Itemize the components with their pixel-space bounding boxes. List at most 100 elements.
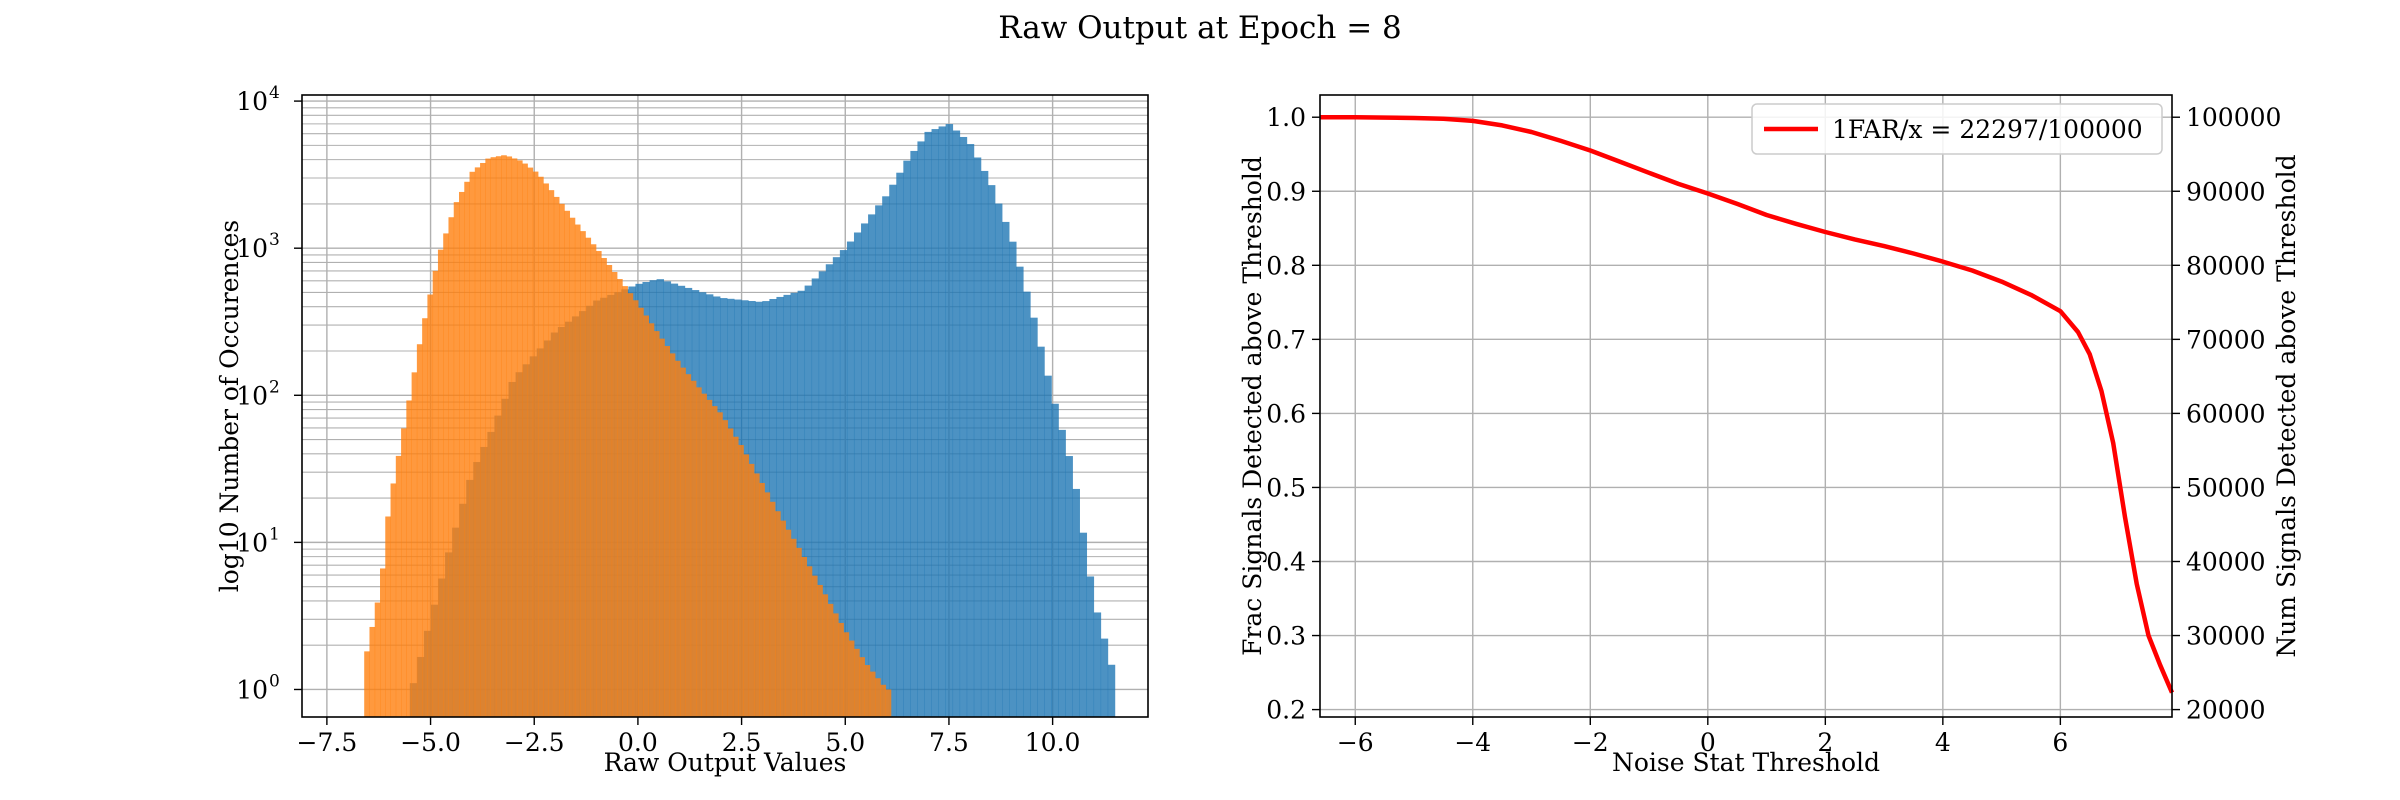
histogram-bar <box>822 594 829 717</box>
histogram-bar <box>864 665 871 717</box>
histogram-bar <box>910 150 918 717</box>
histogram-bar <box>776 296 784 717</box>
histogram-bar <box>868 214 876 717</box>
y-tick-label: 1.0 <box>1266 103 1306 132</box>
y-tick-label: 10 <box>236 675 268 704</box>
histogram-bar <box>717 412 723 717</box>
histogram-bar <box>632 300 639 717</box>
histogram-bar <box>994 203 1003 717</box>
histogram-bar <box>622 286 628 717</box>
histogram-bar <box>817 584 823 717</box>
histogram-bar <box>474 167 481 717</box>
histogram-bar <box>532 171 539 718</box>
histogram-bar <box>875 205 883 717</box>
histogram-bar <box>838 622 844 717</box>
x-tick-label: −4 <box>1454 728 1491 757</box>
detection-plot-frame <box>1319 94 2173 718</box>
x-tick-label: −6 <box>1337 728 1374 757</box>
x-tick-label: 7.5 <box>929 728 969 757</box>
histogram-bar <box>1058 429 1066 717</box>
detection-x-ticks: −6 −4 −2 0 2 4 6 <box>1337 717 2068 757</box>
histogram-bar <box>469 171 476 718</box>
histogram-bar <box>804 285 813 717</box>
histogram-bar <box>869 671 876 717</box>
histogram-bar <box>364 651 370 717</box>
histogram-bar <box>875 678 881 717</box>
histogram-bar <box>585 237 592 718</box>
x-tick-label: −2.5 <box>504 728 565 757</box>
histogram-bar <box>443 233 449 718</box>
histogram-x-axis-label: Raw Output Values <box>604 748 847 777</box>
detection-y-axis-label-right: Num Signals Detected above Threshold <box>2272 154 2301 657</box>
histogram-bar <box>453 202 460 717</box>
histogram-bar <box>559 203 565 717</box>
histogram-bar <box>780 520 786 717</box>
histogram-bar <box>522 163 528 718</box>
histogram-bar <box>775 511 781 717</box>
histogram-bar <box>938 126 947 718</box>
histogram-bar <box>1016 266 1024 717</box>
histogram-bar <box>590 244 597 717</box>
histogram-bar <box>516 160 523 717</box>
histogram-bar <box>648 323 655 717</box>
histogram-bar <box>627 293 634 717</box>
x-tick-label: 10.0 <box>1025 728 1081 757</box>
histogram-bar <box>861 223 869 717</box>
histogram-bar <box>732 436 739 717</box>
histogram-bar <box>882 196 890 717</box>
histogram-bar <box>832 613 839 717</box>
histogram-bar <box>664 346 671 717</box>
histogram-bar <box>617 279 623 717</box>
histogram-bar <box>738 445 744 717</box>
x-tick-label: 0 <box>1700 728 1716 757</box>
histogram-bar <box>764 492 771 717</box>
y-tick-label: 0.9 <box>1266 177 1306 206</box>
histogram-bar <box>1023 291 1031 717</box>
histogram-bar <box>743 454 750 717</box>
histogram-x-ticks: −7.5 −5.0 −2.5 0.0 2.5 5.0 7.5 10.0 <box>297 717 1081 757</box>
histogram-bar <box>966 144 975 718</box>
y-tick-label: 10 <box>236 87 268 116</box>
histogram-bar <box>818 271 827 717</box>
histogram-bar <box>917 141 925 717</box>
histogram-bar <box>427 294 434 717</box>
histogram-bar <box>669 353 676 717</box>
histogram-bar <box>411 372 418 717</box>
histogram-bar <box>801 556 808 717</box>
y-tick-label-right: 100000 <box>2186 103 2281 132</box>
histogram-bar <box>825 264 834 717</box>
histogram-bar <box>924 131 932 717</box>
histogram-bar <box>880 684 887 717</box>
histogram-bar <box>832 257 841 717</box>
histogram-bar <box>580 231 586 717</box>
histogram-bar <box>701 393 707 717</box>
histogram-bar <box>369 626 376 717</box>
figure-title: Raw Output at Epoch = 8 <box>998 10 1402 46</box>
y-tick-exponent: 2 <box>269 377 280 397</box>
x-tick-label: −2 <box>1572 728 1609 757</box>
histogram-bar <box>790 538 797 717</box>
y-tick-label-right: 80000 <box>2186 251 2266 280</box>
legend: 1FAR/x = 22297/100000 <box>1751 103 2163 155</box>
histogram-bar <box>973 157 982 717</box>
histogram-bar <box>638 307 644 717</box>
x-tick-label: 4 <box>1935 728 1951 757</box>
histogram-bar <box>495 156 502 718</box>
y-tick-label-right: 60000 <box>2186 399 2266 428</box>
histogram-bar <box>1079 532 1088 717</box>
histogram-bar <box>548 190 555 717</box>
histogram-bar <box>987 185 996 717</box>
x-tick-label: 5.0 <box>825 728 865 757</box>
histogram-bar <box>401 428 407 717</box>
y-tick-label: 10 <box>236 381 268 410</box>
histogram-bar <box>448 217 455 717</box>
detection-y-axis-label-left: Frac Signals Detected above Threshold <box>1238 156 1267 656</box>
histogram-bar <box>601 258 607 717</box>
detection-panel: −6 −4 −2 0 2 4 6 0.2 0.3 0.4 0.5 0.6 0.7 0.8 0.9 1.0 2… <box>1238 94 2301 777</box>
x-tick-label: −5.0 <box>400 728 461 757</box>
histogram-bar <box>1086 576 1095 717</box>
x-tick-label: 0.0 <box>618 728 658 757</box>
histogram-bar <box>853 232 862 717</box>
histogram-bar <box>480 162 486 718</box>
